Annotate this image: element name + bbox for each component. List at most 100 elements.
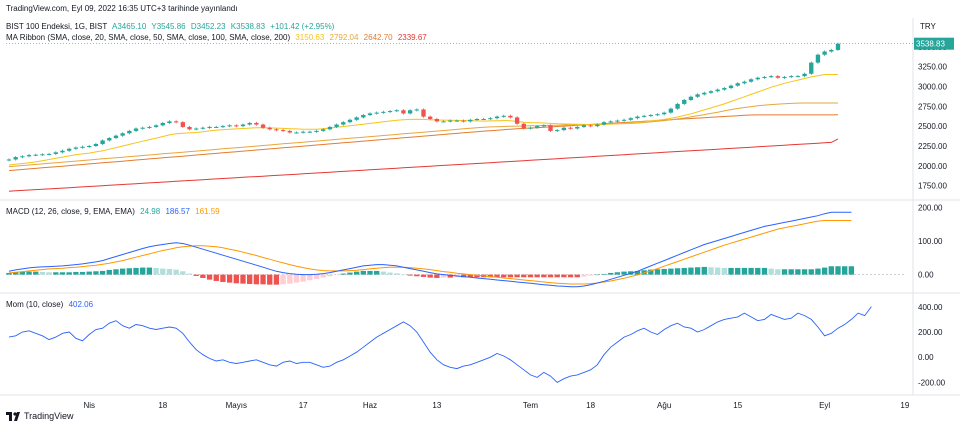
candle-body (327, 126, 333, 130)
candle-body (40, 154, 45, 156)
candle-body (100, 140, 105, 145)
candle-body (227, 125, 232, 127)
candle-body (167, 121, 172, 123)
candle-body (260, 124, 266, 128)
macd-histogram-bar (146, 267, 153, 275)
time-axis-label: 19 (900, 401, 909, 410)
macd-legend[interactable]: MACD (12, 26, close, 9, EMA, EMA) 24.98 … (6, 207, 223, 216)
candle-body (220, 126, 226, 128)
macd-histogram-bar (788, 269, 794, 275)
macd-name: MACD (12, 26, close, 9, EMA, EMA) (6, 207, 135, 216)
candle-body (113, 135, 119, 139)
macd-histogram-bar (13, 272, 19, 275)
macd-histogram-bar (226, 274, 233, 283)
candle-body (87, 145, 92, 147)
macd-histogram-bar (681, 267, 687, 275)
mom-axis-tick-label: 200.00 (918, 328, 943, 337)
candle-body (568, 127, 573, 129)
macd-histogram-bar (307, 274, 313, 281)
macd-histogram-bar (173, 269, 179, 275)
macd-histogram-bar (300, 274, 306, 282)
candle-body (73, 147, 79, 149)
macd-histogram-bar (561, 274, 567, 278)
candle-body (13, 157, 18, 160)
ma200-line (8, 138, 839, 192)
candle-body (254, 122, 259, 125)
candle-body (795, 76, 801, 78)
macd-histogram-bar (79, 271, 86, 275)
candle-body (782, 76, 787, 78)
candle-body (695, 94, 700, 97)
macd-histogram-bar (661, 268, 667, 275)
macd-histogram-bar (534, 274, 540, 278)
ma50-line (8, 102, 838, 168)
macd-histogram-bar (113, 269, 119, 275)
macd-histogram-bar (73, 271, 79, 275)
macd-histogram-bar (842, 266, 848, 275)
macd-histogram-bar (133, 267, 139, 275)
candle-body (608, 121, 613, 123)
ma-legend[interactable]: MA Ribbon (SMA, close, 20, SMA, close, 5… (6, 33, 430, 42)
open-value: A3465.10 (112, 22, 147, 31)
time-axis-label: 15 (733, 401, 742, 410)
candle-body (722, 88, 727, 90)
macd-histogram-bar (66, 272, 72, 275)
candle-body (153, 125, 159, 127)
ma50-value: 2792.04 (329, 33, 359, 42)
candle-body (334, 124, 339, 127)
candle-body (534, 126, 540, 128)
candle-body (621, 119, 627, 121)
candle-body (33, 154, 38, 156)
ma200-value: 2339.67 (397, 33, 427, 42)
time-axis-label: Eyl (819, 401, 830, 410)
macd-histogram-bar (701, 266, 707, 275)
macd-histogram-bar (19, 271, 26, 275)
macd-histogram-bar (233, 274, 239, 284)
mom-axis-tick-label: 0.00 (918, 353, 934, 362)
candle-body (428, 116, 433, 119)
candle-body (548, 125, 553, 131)
candle-body (294, 132, 299, 134)
macd-histogram-bar (755, 267, 761, 275)
macd-histogram-bar (567, 274, 574, 278)
macd-histogram-bar (39, 271, 46, 275)
candle-body (688, 96, 694, 100)
macd-histogram-bar (527, 274, 534, 278)
candle-body (675, 103, 680, 109)
ma100-line (8, 114, 839, 172)
candle-body (180, 122, 185, 127)
candle-body (514, 117, 520, 124)
main-legend[interactable]: BIST 100 Endeksi, 1G, BIST A3465.10 Y354… (6, 22, 337, 31)
macd-histogram-bar (140, 267, 146, 275)
macd-histogram-bar (106, 269, 112, 275)
mom-legend[interactable]: Mom (10, close) 402.06 (6, 300, 96, 309)
candle-body (715, 89, 720, 92)
change-value: +101.42 (+2.95%) (270, 22, 335, 31)
macd-histogram-bar (608, 272, 614, 275)
macd-histogram-bar (99, 270, 106, 275)
macd-histogram-bar (447, 274, 453, 278)
candle-body (53, 152, 58, 154)
macd-histogram-bar (801, 269, 808, 275)
candle-body (387, 111, 393, 113)
price-axis-tick-label: 2250.00 (918, 142, 947, 151)
macd-histogram-bar (186, 273, 193, 275)
candle-body (374, 112, 379, 114)
macd-histogram-bar (240, 274, 246, 284)
candle-body (668, 108, 674, 113)
price-axis-tick-label: 2750.00 (918, 102, 947, 111)
macd-histogram-bar (474, 274, 480, 278)
macd-signal-value: 161.59 (195, 207, 220, 216)
last-price-tag-text: 3538.83 (916, 40, 945, 49)
macd-histogram-bar (180, 271, 186, 275)
time-axis-label: Mayıs (226, 401, 247, 410)
candle-body (468, 119, 473, 122)
candle-body (240, 124, 246, 127)
price-axis-tick-label: 2000.00 (918, 162, 947, 171)
macd-histogram-bar (253, 274, 260, 285)
macd-signal-line (8, 220, 852, 285)
candle-body (401, 110, 406, 114)
close-value: K3538.83 (230, 22, 266, 31)
macd-histogram-bar (714, 267, 721, 275)
